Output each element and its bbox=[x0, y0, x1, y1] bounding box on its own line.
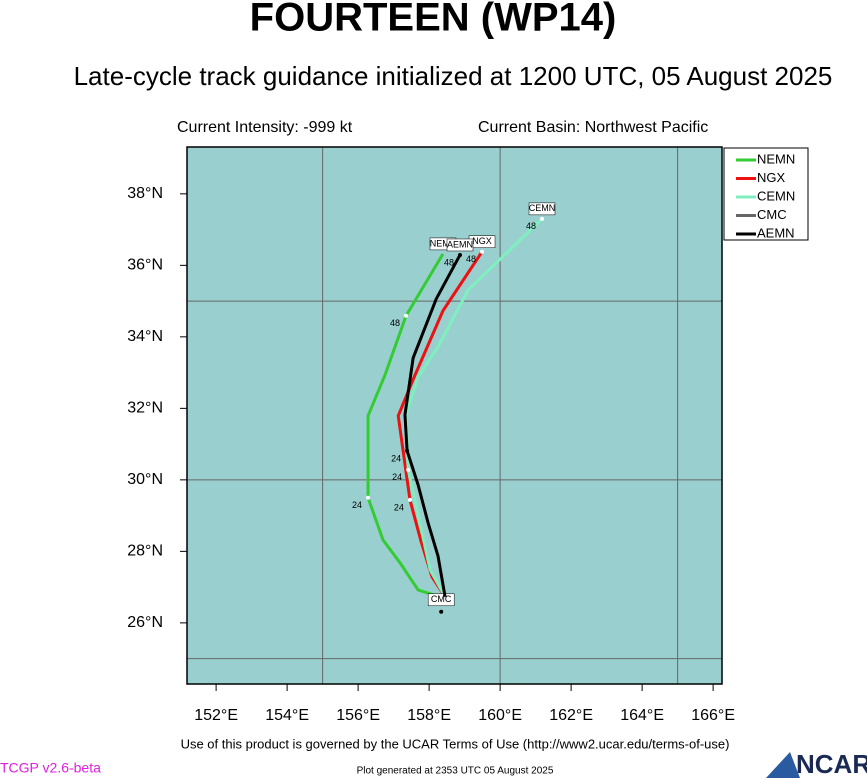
track-point bbox=[406, 467, 411, 472]
x-tick-label: 166°E bbox=[691, 707, 735, 724]
track-label: NGX bbox=[472, 236, 492, 246]
terms: Use of this product is governed by the U… bbox=[181, 736, 730, 751]
x-tick-label: 158°E bbox=[407, 707, 451, 724]
hour-label: 48 bbox=[526, 221, 536, 231]
track-point bbox=[404, 313, 409, 318]
version: TCGP v2.6-beta bbox=[0, 760, 101, 776]
x-tick-label: 156°E bbox=[336, 707, 380, 724]
track-label-box bbox=[528, 202, 556, 216]
hour-label: 48 bbox=[390, 318, 400, 328]
hour-label: 24 bbox=[392, 472, 402, 482]
track-label-box bbox=[446, 238, 474, 252]
y-tick-label: 30°N bbox=[127, 471, 163, 488]
track-label: CEMN bbox=[529, 203, 556, 213]
track-point bbox=[480, 249, 485, 254]
x-tick-label: 164°E bbox=[620, 707, 664, 724]
legend-label: AEMN bbox=[757, 225, 795, 240]
y-tick-label: 38°N bbox=[127, 185, 163, 202]
track-label: CMC bbox=[431, 594, 452, 604]
track-label: AEMN bbox=[447, 239, 473, 249]
y-tick-label: 34°N bbox=[127, 328, 163, 345]
x-tick-label: 152°E bbox=[194, 707, 238, 724]
hour-label: 48 bbox=[444, 257, 454, 267]
track-label-box bbox=[427, 593, 455, 607]
track-point bbox=[540, 216, 545, 221]
basin: Current Basin: Northwest Pacific bbox=[478, 119, 708, 136]
title: FOURTEEN (WP14) bbox=[250, 0, 617, 40]
track-label: NEMN bbox=[430, 238, 457, 248]
hour-label: 24 bbox=[391, 453, 401, 463]
hour-label: 24 bbox=[352, 500, 362, 510]
hour-label: 48 bbox=[466, 254, 476, 264]
track-point bbox=[458, 252, 463, 257]
legend-label: CEMN bbox=[757, 188, 795, 203]
hour-label: 24 bbox=[394, 502, 404, 512]
track-point bbox=[366, 495, 371, 500]
legend-label: CMC bbox=[757, 207, 787, 222]
y-tick-label: 36°N bbox=[127, 257, 163, 274]
legend-label: NEMN bbox=[757, 151, 795, 166]
legend-box bbox=[723, 147, 809, 241]
x-tick-label: 154°E bbox=[265, 707, 309, 724]
logo: NCAR bbox=[796, 749, 867, 779]
logo-mark bbox=[766, 752, 800, 778]
legend-label: NGX bbox=[757, 170, 786, 185]
track-point bbox=[407, 497, 412, 502]
y-tick-label: 32°N bbox=[127, 400, 163, 417]
track-line bbox=[404, 217, 544, 598]
track-point bbox=[405, 448, 410, 453]
x-tick-label: 162°E bbox=[549, 707, 593, 724]
subtitle: Late-cycle track guidance initialized at… bbox=[74, 61, 833, 91]
y-tick-label: 28°N bbox=[127, 543, 163, 560]
generated: Plot generated at 2353 UTC 05 August 202… bbox=[357, 766, 554, 777]
track-point bbox=[439, 609, 444, 614]
plot-frame bbox=[186, 146, 723, 685]
plot-area bbox=[187, 147, 722, 684]
intensity: Current Intensity: -999 kt bbox=[177, 119, 353, 136]
y-tick-label: 26°N bbox=[127, 614, 163, 631]
x-tick-label: 160°E bbox=[478, 707, 522, 724]
